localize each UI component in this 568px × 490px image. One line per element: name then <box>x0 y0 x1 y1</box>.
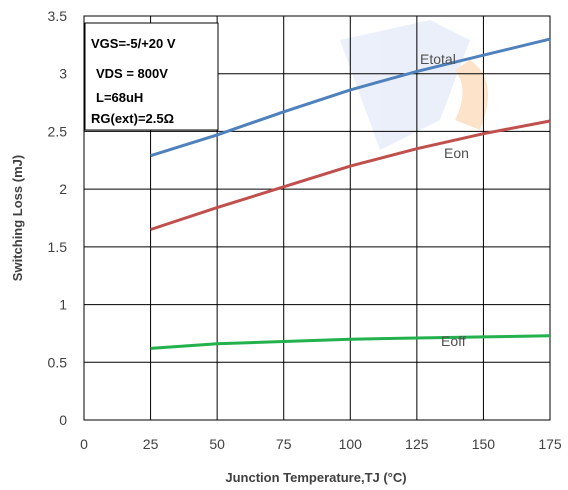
x-tick-label: 125 <box>405 436 429 452</box>
x-tick-label: 100 <box>339 436 363 452</box>
x-tick-label: 175 <box>538 436 562 452</box>
series-line-eoff <box>150 334 551 350</box>
annotation-box <box>84 22 219 131</box>
y-tick-label: 3 <box>59 66 67 82</box>
plot-area: 0 25 50 75 100 125 150 175 0 0.5 1 1.5 2 2.5 3 3.5 Etota… <box>48 8 562 452</box>
conditions-annotation: VGS=-5/+20 V VDS = 800V L=68uH RG(ext)=2… <box>84 22 219 131</box>
series-line-etotal <box>150 37 551 158</box>
y-tick-label: 1 <box>59 297 67 313</box>
x-tick-label: 75 <box>276 436 292 452</box>
x-tick-label: 0 <box>80 436 88 452</box>
annotation-vds: VDS = 800V <box>96 66 168 81</box>
y-tick-label: 2 <box>59 181 67 197</box>
x-tick-label: 50 <box>209 436 225 452</box>
y-tick-label: 3.5 <box>48 8 68 24</box>
series-line-eon <box>150 119 551 231</box>
x-tick-label: 25 <box>143 436 159 452</box>
series-label-eon: Eon <box>444 145 469 161</box>
y-tick-label: 1.5 <box>48 239 68 255</box>
x-axis-label: Junction Temperature,TJ (°C) <box>225 470 406 485</box>
y-axis-label: Switching Loss (mJ) <box>10 155 25 281</box>
x-tick-label: 150 <box>472 436 496 452</box>
y-tick-label: 0.5 <box>48 354 68 370</box>
annotation-inductance: L=68uH <box>96 90 143 105</box>
y-tick-label: 0 <box>59 412 67 428</box>
annotation-rg: RG(ext)=2.5Ω <box>91 111 174 126</box>
y-tick-label: 2.5 <box>48 123 68 139</box>
watermark-logo <box>340 20 488 150</box>
annotation-vgs: VGS=-5/+20 V <box>91 36 176 51</box>
series-label-etotal: Etotal <box>420 51 456 67</box>
series-label-eoff: Eoff <box>441 333 466 349</box>
